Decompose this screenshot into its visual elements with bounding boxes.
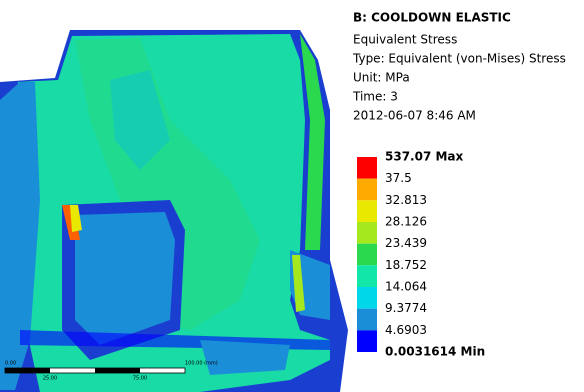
legend-label: 32.813 <box>385 193 427 207</box>
result-title: B: COOLDOWN ELASTIC <box>353 11 511 25</box>
legend-label: 14.064 <box>385 280 427 294</box>
screenshot: 0.00 100.00 (mm) 25.00 75.00 B: COOLDOWN… <box>0 0 584 392</box>
legend-label: 23.439 <box>385 236 427 250</box>
legend-label: 0.0031614 Min <box>385 345 485 359</box>
legend-label: 28.126 <box>385 215 427 229</box>
model-view <box>0 30 348 392</box>
scale-label: 0.00 <box>5 361 16 367</box>
legend-label: 37.5 <box>385 171 412 185</box>
legend-swatch <box>357 157 377 179</box>
info-line: 2012-06-07 8:46 AM <box>353 109 476 123</box>
legend-swatch <box>357 222 377 244</box>
info-line: Type: Equivalent (von-Mises) Stress <box>352 52 566 66</box>
legend-swatch <box>357 330 377 352</box>
legend-label: 18.752 <box>385 258 427 272</box>
legend-swatch <box>357 244 377 266</box>
legend-swatch <box>357 179 377 201</box>
legend-label: 4.6903 <box>385 323 427 337</box>
info-line: Unit: MPa <box>353 71 410 85</box>
scale-label: 25.00 <box>43 376 57 382</box>
scale-label: 75.00 <box>133 376 147 382</box>
legend-swatch <box>357 200 377 222</box>
legend-swatch <box>357 265 377 287</box>
legend-label: 9.3774 <box>385 301 427 315</box>
info-line: Time: 3 <box>352 90 398 104</box>
info-line: Equivalent Stress <box>353 33 457 47</box>
legend-swatch <box>357 309 377 331</box>
legend-swatch <box>357 287 377 309</box>
legend-label: 537.07 Max <box>385 150 464 164</box>
scale-label: 100.00 (mm) <box>185 361 218 367</box>
